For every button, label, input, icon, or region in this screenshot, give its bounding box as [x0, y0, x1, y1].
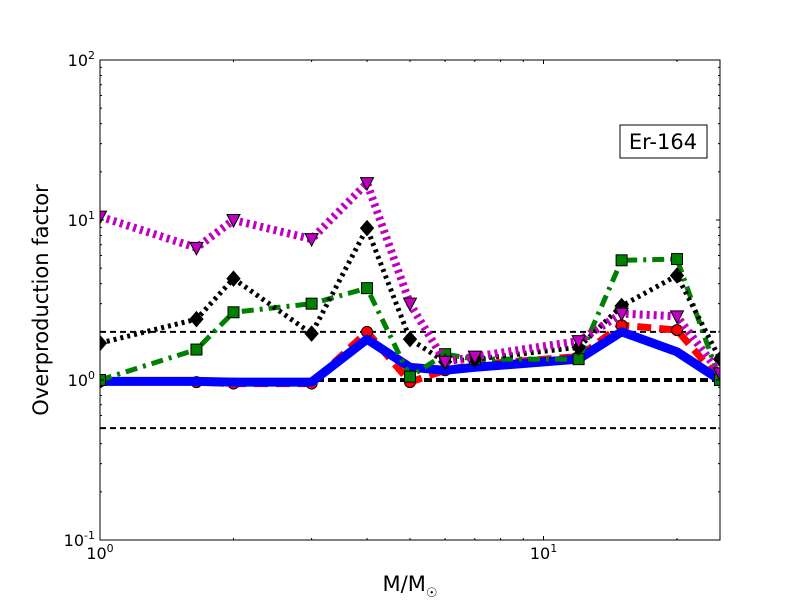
series-2-point [227, 306, 240, 319]
series-4-point [437, 355, 453, 370]
series-0-point [671, 324, 684, 337]
series-2-point [305, 297, 318, 310]
series-4-point [189, 241, 204, 256]
series-3-point [669, 267, 685, 284]
annotation-label: Er-164 [629, 130, 697, 154]
series-4 [100, 177, 720, 382]
y-axis-label: Overproduction factor [29, 184, 53, 416]
series-3-point [402, 330, 418, 348]
series-4-point [402, 297, 418, 312]
series-3-point [359, 219, 375, 237]
series-4-point [614, 307, 629, 322]
series-3-point [226, 270, 241, 287]
series-layer [100, 177, 720, 390]
series-3-point [304, 325, 319, 342]
series-1-line [100, 327, 720, 387]
series-4-point [571, 335, 586, 350]
series-3-point [712, 350, 720, 368]
y-tick-label: 102 [68, 49, 95, 70]
x-axis-label: M/M☉ [383, 572, 438, 600]
series-2-point [404, 370, 416, 383]
series-2-point [671, 253, 684, 266]
series-4-point [712, 367, 720, 382]
y-tick-label: 101 [68, 209, 95, 230]
series-2-point [190, 343, 203, 356]
x-tick-label: 100 [86, 542, 113, 563]
y-tick-label: 100 [68, 369, 95, 390]
y-tick-label: 10-1 [64, 529, 95, 550]
series-2-point [615, 254, 628, 267]
series-2 [100, 253, 720, 386]
series-2-line [100, 256, 720, 383]
series-1 [100, 327, 720, 387]
series-4-point [359, 177, 375, 192]
series-4-point [467, 350, 483, 365]
series-4-point [669, 310, 685, 325]
x-tick-label: 101 [530, 542, 557, 563]
series-3-point [189, 310, 204, 328]
annotation-frame [619, 124, 708, 159]
series-4-point [226, 214, 241, 229]
annotation-box: Er-164 [619, 124, 708, 159]
series-4-point [304, 233, 319, 248]
series-2-point [361, 282, 374, 295]
series-3-point [100, 334, 108, 352]
